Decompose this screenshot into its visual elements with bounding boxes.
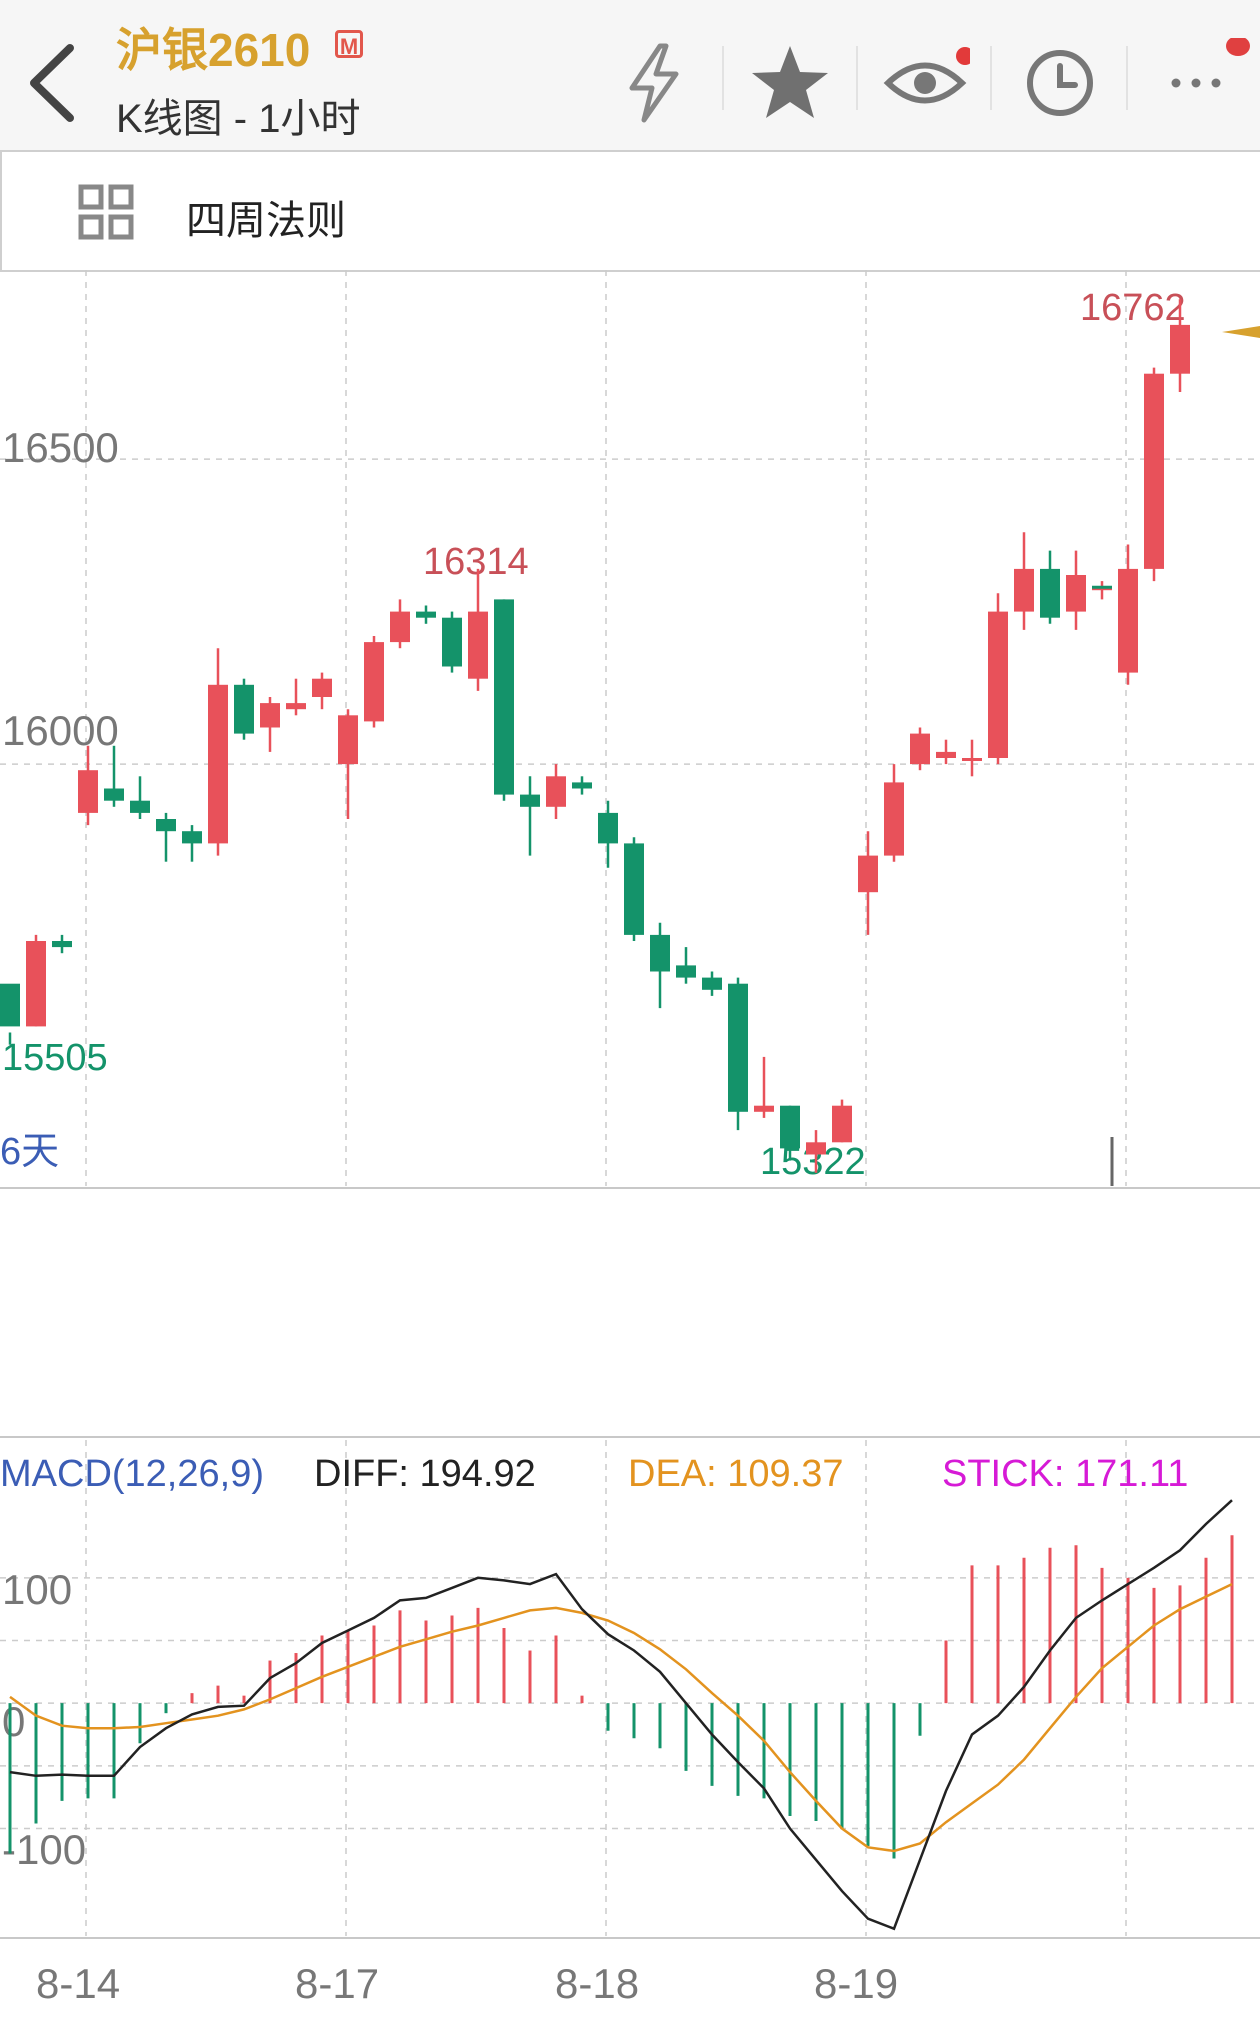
macd-tick-label: 100 (2, 1566, 72, 1613)
grid-icon[interactable] (76, 182, 136, 242)
candle-body (858, 855, 878, 893)
candle-body (806, 1142, 826, 1155)
candle-body (416, 611, 436, 618)
header-separator (856, 46, 858, 110)
header-separator (990, 46, 992, 110)
stick-label: STICK: 171.11 (942, 1453, 1188, 1495)
candle-body (364, 642, 384, 722)
candle-body (494, 599, 514, 795)
clock-icon[interactable] (1015, 38, 1105, 128)
candle-body (728, 983, 748, 1112)
candle-body (546, 776, 566, 807)
macd-params-label: MACD(12,26,9) (0, 1453, 264, 1495)
candle-body (468, 611, 488, 679)
candle-body (1144, 373, 1164, 569)
candle-body (598, 812, 618, 844)
candle-body (962, 758, 982, 761)
candle-body (52, 941, 72, 948)
price-tick-label: 16000 (2, 707, 119, 754)
dea-label: DEA: 109.37 (628, 1453, 843, 1495)
diff-line (9, 1499, 1233, 1931)
candle-body (260, 703, 280, 728)
candle-body (338, 715, 358, 765)
candle-body (624, 843, 644, 935)
candle-body (754, 1105, 774, 1112)
candle-body (26, 941, 46, 1027)
candle-body (442, 617, 462, 667)
header-separator (1126, 46, 1128, 110)
page-title: 沪银2610 (116, 24, 311, 76)
period-label: 6天 (0, 1131, 59, 1173)
last-price-pointer-icon (1222, 326, 1260, 338)
candle-body (182, 831, 202, 844)
candle-body (286, 703, 306, 710)
candle-body (650, 934, 670, 972)
candle-body (130, 800, 150, 813)
candle-body (702, 977, 722, 990)
market-badge: M (335, 30, 363, 59)
star-icon[interactable] (745, 38, 835, 128)
diff-label: DIFF: 194.92 (314, 1453, 536, 1495)
price-tick-label: 16500 (2, 424, 119, 471)
candle-body (156, 819, 176, 832)
lightning-icon[interactable] (610, 38, 700, 128)
macd-tick-label: 0 (2, 1698, 25, 1745)
more-icon[interactable] (1160, 38, 1250, 128)
high-price-label: 16762 (1080, 287, 1186, 329)
date-tick-label: 8-18 (555, 1960, 639, 2007)
candle-body (572, 782, 592, 789)
dea-line (9, 1582, 1233, 1853)
candle-body (390, 611, 410, 643)
header-bar: 沪银2610 M K线图 - 1小时 (0, 0, 1260, 150)
candle-body (234, 684, 254, 734)
candle-body (884, 782, 904, 856)
candle-body (312, 678, 332, 697)
candle-body (676, 965, 696, 978)
high2-price-label: 16314 (423, 541, 529, 583)
candle-body (780, 1105, 800, 1149)
candle-body (520, 794, 540, 807)
candle-body (0, 983, 20, 1027)
eye-icon[interactable] (880, 38, 970, 128)
candle-body (988, 611, 1008, 758)
date-tick-label: 8-17 (295, 1960, 379, 2007)
candle-body (104, 788, 124, 801)
candle-body (936, 751, 956, 758)
candle-body (1170, 324, 1190, 374)
date-tick-label: 8-19 (814, 1960, 898, 2007)
date-tick-label: 8-14 (36, 1960, 120, 2007)
candle-body (832, 1105, 852, 1143)
indicator-toolbar: 四周法则 (0, 150, 1260, 272)
candle-body (1040, 568, 1060, 618)
candle-body (208, 684, 228, 844)
candle-body (1118, 568, 1138, 673)
header-separator (722, 46, 724, 110)
candle-body (1066, 575, 1086, 612)
back-arrow-icon[interactable] (22, 38, 92, 128)
indicator-label[interactable]: 四周法则 (186, 199, 346, 243)
page-subtitle: K线图 - 1小时 (116, 97, 361, 141)
candle-body (1014, 568, 1034, 612)
candle-body (78, 770, 98, 813)
low2-price-label: 15505 (2, 1037, 108, 1079)
candle-body (910, 733, 930, 765)
macd-tick-label: -100 (2, 1826, 86, 1873)
